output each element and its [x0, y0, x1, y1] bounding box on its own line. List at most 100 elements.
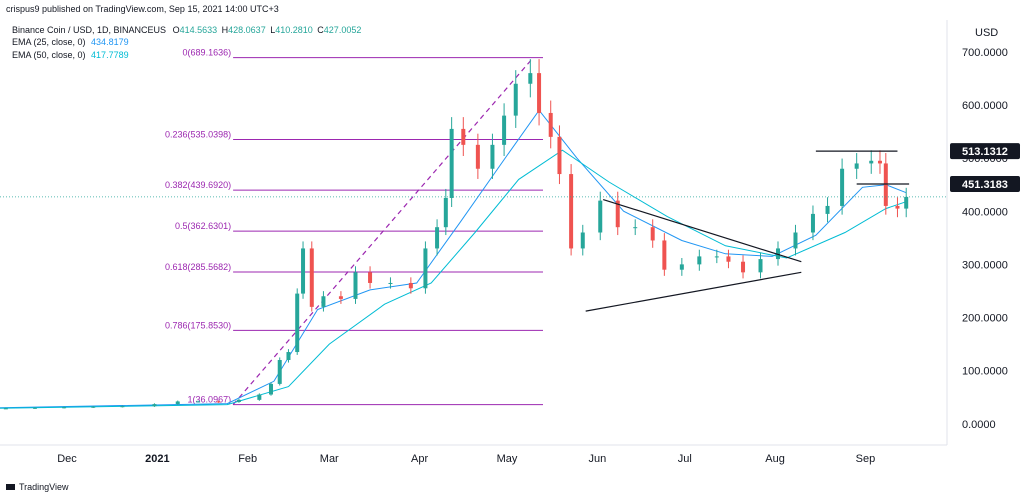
candle-body: [449, 128, 454, 198]
fib-level-label: 0.236(535.0398): [165, 130, 231, 140]
candles: [0, 59, 947, 410]
x-tick-label: Apr: [411, 453, 428, 465]
candle-body: [91, 406, 96, 408]
ohlc-c-value: 427.0052: [324, 25, 362, 35]
candle-body: [321, 296, 326, 307]
candle-body: [537, 73, 542, 113]
candle-body: [679, 264, 684, 270]
y-tick-label: 300.0000: [962, 259, 1008, 271]
candle-body: [877, 160, 882, 164]
candle-body: [714, 256, 719, 258]
tradingview-logo[interactable]: TradingView: [6, 482, 69, 492]
candle-body: [268, 383, 273, 395]
candle-body: [883, 163, 888, 206]
candle-body: [650, 227, 655, 241]
candle-body: [62, 407, 67, 409]
candle-body: [793, 232, 798, 249]
y-tick-label: 700.0000: [962, 47, 1008, 59]
ohlc-l-key: L: [270, 25, 275, 35]
candle-body: [580, 232, 585, 249]
candle-body: [435, 227, 440, 249]
ema-lines: [0, 109, 907, 409]
candle-body: [423, 248, 428, 289]
trendlines: [585, 150, 910, 312]
candle-body: [277, 360, 282, 384]
candle-body: [513, 83, 518, 116]
candle-body: [615, 200, 620, 228]
candle-body: [236, 399, 241, 402]
fib-level-label: 0.5(362.6301): [175, 221, 231, 231]
candle-body: [196, 401, 201, 403]
x-tick-label: May: [497, 453, 518, 465]
candle-body: [569, 174, 574, 249]
candle-body: [810, 213, 815, 233]
candle-body: [175, 401, 180, 405]
candle-body: [301, 248, 306, 294]
candle-body: [475, 144, 480, 169]
candle-body: [408, 282, 413, 289]
candle-body: [502, 115, 507, 145]
fib-retracement: 0(689.1636) 0.236(535.0398) 0.382(439.6920…: [165, 48, 543, 406]
price-label-text: 451.3183: [962, 179, 1008, 191]
y-tick-label: 0.0000: [962, 419, 996, 431]
x-tick-label: Dec: [57, 453, 77, 465]
candle-body: [257, 394, 262, 400]
x-tick-label: Aug: [765, 453, 785, 465]
ohlc-l-value: 410.2810: [275, 25, 313, 35]
candle-body: [697, 256, 702, 265]
trendline: [602, 198, 802, 263]
fib-level-label: 0.786(175.8530): [165, 320, 231, 330]
candle-body: [633, 227, 638, 229]
candle-body: [309, 248, 314, 307]
ema50-line: [0, 149, 907, 409]
candle-body: [338, 296, 343, 299]
price-label-box: [950, 143, 1020, 160]
candle-body: [895, 205, 900, 209]
x-tick-label: Jun: [588, 453, 606, 465]
ema25-label: EMA (25, close, 0): [12, 37, 86, 47]
candle-body: [840, 168, 845, 206]
x-tick-label: Mar: [320, 453, 339, 465]
candle-body: [557, 136, 562, 175]
fib-level-label: 0.382(439.6920): [165, 180, 231, 190]
ema25-value: 434.8179: [91, 37, 129, 47]
x-tick-label: Sep: [856, 453, 876, 465]
tradingview-logo-icon: [6, 484, 15, 490]
candle-body: [216, 401, 221, 403]
price-axis: 700.0000600.0000500.0000400.0000300.0000…: [962, 47, 1008, 431]
ohlc-h-value: 428.0637: [228, 25, 266, 35]
candle-body: [904, 196, 909, 209]
ohlc-h-key: H: [222, 25, 229, 35]
candle-body: [3, 408, 8, 410]
ema50-legend[interactable]: EMA (50, close, 0) 417.7789: [12, 50, 129, 60]
candle-body: [662, 240, 667, 270]
y-tick-label: 100.0000: [962, 366, 1008, 378]
ema50-value: 417.7789: [91, 50, 129, 60]
y-tick-label: 200.0000: [962, 313, 1008, 325]
fib-trend-dashed: [232, 57, 534, 405]
x-tick-label: Jul: [678, 453, 692, 465]
fib-level-label: 0(689.1636): [183, 48, 232, 58]
ohlc-c-key: C: [317, 25, 324, 35]
fib-level-label: 0.618(285.5682): [165, 262, 231, 272]
candle-body: [490, 144, 495, 169]
y-tick-label: 400.0000: [962, 206, 1008, 218]
ohlc-o-key: O: [173, 25, 180, 35]
tradingview-brand: TradingView: [19, 482, 69, 492]
ohlc-o-value: 414.5633: [180, 25, 218, 35]
candle-body: [854, 163, 859, 169]
candle-body: [726, 256, 731, 262]
ema25-legend[interactable]: EMA (25, close, 0) 434.8179: [12, 37, 129, 47]
candle-body: [152, 404, 157, 407]
candle-body: [120, 406, 125, 408]
candle-body: [775, 248, 780, 260]
x-tick-label: Feb: [238, 453, 257, 465]
x-tick-label: 2021: [145, 453, 169, 465]
published-caption: crispus9 published on TradingView.com, S…: [6, 4, 279, 14]
symbol-title: Binance Coin / USD, 1D, BINANCEUS: [12, 25, 166, 35]
candle-body: [548, 112, 553, 137]
ema25-line: [0, 109, 907, 409]
price-label-box: [950, 175, 1020, 192]
fib-level-label: 1(36.0967): [188, 395, 232, 405]
